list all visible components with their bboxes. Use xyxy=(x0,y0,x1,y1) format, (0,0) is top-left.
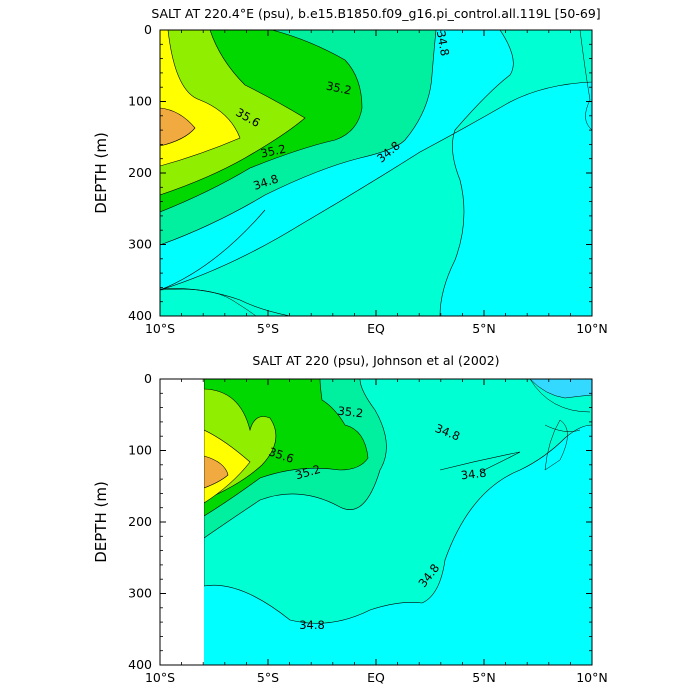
panel1-ytick-label: 0 xyxy=(144,22,152,37)
panel2-contour-right-eddy xyxy=(544,419,568,471)
panel2-clabel-3: 35.2 xyxy=(294,462,322,483)
panel2-ytick-label: 200 xyxy=(128,514,152,529)
panel2-xtick-label: 5°N xyxy=(472,670,496,685)
panel2-clabel-5: 34.8 xyxy=(460,466,487,483)
panel1-contour-bottom xyxy=(160,288,291,316)
panel1-contour-right xyxy=(579,30,592,131)
panel1-contour-fill xyxy=(160,30,592,316)
panel1-xtick-label: 5°S xyxy=(257,321,279,336)
panel2-band-green xyxy=(204,379,369,517)
panel1-band-orange xyxy=(160,107,196,147)
panel2-contour-fill xyxy=(204,379,592,665)
panel2-ytick-label: 100 xyxy=(128,443,152,458)
panel2-clabel-1: 35.2 xyxy=(337,404,364,421)
panel2-xtick-label: 10°N xyxy=(576,670,608,685)
panel1-contour-deep xyxy=(160,288,257,316)
panel2-ylabel: DEPTH (m) xyxy=(92,481,110,563)
panel2-xtick-label: EQ xyxy=(367,670,385,685)
panel1-xtick-label: 10°N xyxy=(576,321,608,336)
panel2-ytick-label: 300 xyxy=(128,586,152,601)
panel2-clabel-7: 34.8 xyxy=(299,618,325,632)
panel2-band-yellow xyxy=(204,429,251,504)
panel2-xtick-label: 10°S xyxy=(145,670,175,685)
panel2-contour-right-small xyxy=(544,424,581,432)
panel1-clabel-1: 35.2 xyxy=(325,79,353,98)
panel1-clabel-6: 34.8 xyxy=(434,29,452,57)
panel1-ticks: 10°S 5°S EQ 5°N 10°N 0 100 200 300 400 xyxy=(128,22,608,336)
panel1-band-aquamarine xyxy=(160,30,592,316)
panel-observations: SALT AT 220 (psu), Johnson et al (2002) … xyxy=(92,353,608,685)
panel1-ytick-label: 400 xyxy=(128,308,152,323)
panel2-band-cyan-light xyxy=(529,379,592,399)
panel2-xtick-label: 5°S xyxy=(257,670,279,685)
panel2-contour-tongue xyxy=(439,451,521,473)
panel2-ytick-label: 400 xyxy=(128,657,152,672)
panel1-title: SALT AT 220.4°E (psu), b.e15.B1850.f09_g… xyxy=(151,6,600,21)
panel1-ytick-label: 200 xyxy=(128,165,152,180)
panel1-contour-348-lower xyxy=(160,209,266,291)
panel2-contour-top-right xyxy=(529,379,591,413)
panel2-title: SALT AT 220 (psu), Johnson et al (2002) xyxy=(252,353,499,368)
panel1-ylabel: DEPTH (m) xyxy=(92,132,110,214)
panel1-xtick-label: 10°S xyxy=(145,321,175,336)
panel2-ticks: 10°S 5°S EQ 5°N 10°N 0 100 200 300 400 xyxy=(128,371,608,685)
panel1-xtick-label: EQ xyxy=(367,321,385,336)
panel2-ytick-label: 0 xyxy=(144,371,152,386)
panel1-xtick-label: 5°N xyxy=(472,321,496,336)
panel1-clabel-3: 35.2 xyxy=(259,142,287,161)
panel-model: SALT AT 220.4°E (psu), b.e15.B1850.f09_g… xyxy=(92,6,608,336)
panel2-band-orange xyxy=(204,455,229,489)
panel1-ytick-label: 300 xyxy=(128,237,152,252)
panel1-ytick-label: 100 xyxy=(128,94,152,109)
